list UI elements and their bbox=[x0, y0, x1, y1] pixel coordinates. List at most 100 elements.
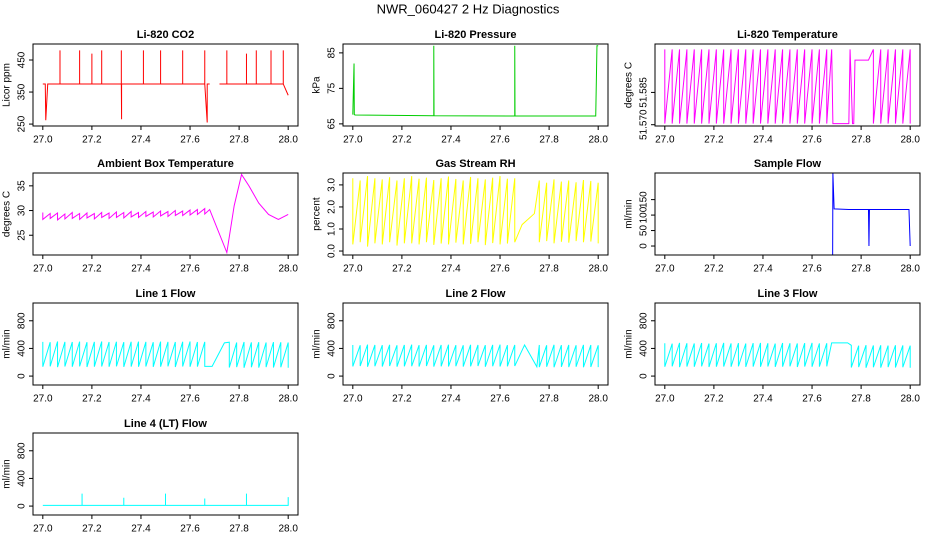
x-tick-label: 27.4 bbox=[131, 394, 151, 405]
x-tick-label: 27.0 bbox=[33, 264, 53, 275]
x-tick-label: 27.4 bbox=[441, 394, 461, 405]
y-tick-label: 150 bbox=[639, 191, 650, 208]
x-tick-label: 27.6 bbox=[802, 394, 822, 405]
x-tick-label: 27.0 bbox=[343, 135, 363, 146]
y-tick-label: 100 bbox=[639, 206, 650, 223]
panel: Sample Flow ml/min 27.0 27.2 27.4 27.6 27.8 28.… bbox=[624, 158, 921, 275]
y-tick-label: 3.0 bbox=[327, 178, 338, 192]
x-tick-label: 28.0 bbox=[900, 135, 920, 146]
y-tick-label: 350 bbox=[17, 83, 28, 100]
panel-title: Line 3 Flow bbox=[758, 288, 818, 300]
panel: Gas Stream RH percent 27.0 27.2 27.4 27.6 27.8… bbox=[312, 158, 609, 275]
x-tick-label: 27.2 bbox=[82, 524, 102, 535]
y-tick-label: 30 bbox=[17, 205, 28, 217]
panel-title: Li-820 CO2 bbox=[137, 29, 194, 41]
panel: Li-820 Pressure kPa 27.0 27.2 27.4 27.6 27.8 28… bbox=[312, 29, 609, 146]
plot-frame bbox=[654, 43, 921, 127]
x-tick-label: 27.6 bbox=[490, 135, 510, 146]
y-axis-label: ml/min bbox=[312, 329, 323, 358]
plot-frame bbox=[342, 43, 609, 127]
y-tick-label: 85 bbox=[327, 47, 338, 59]
y-axis-label: ml/min bbox=[2, 329, 13, 358]
x-tick-label: 27.0 bbox=[33, 135, 53, 146]
x-tick-label: 27.2 bbox=[392, 135, 412, 146]
x-tick-label: 28.0 bbox=[278, 524, 298, 535]
x-tick-label: 28.0 bbox=[588, 135, 608, 146]
x-tick-label: 27.8 bbox=[539, 394, 559, 405]
y-tick-label: 50 bbox=[639, 225, 650, 237]
data-line bbox=[352, 45, 599, 117]
y-tick-label: 0 bbox=[639, 243, 650, 249]
x-tick-label: 27.6 bbox=[180, 394, 200, 405]
y-tick-label: 0 bbox=[327, 373, 338, 379]
x-tick-label: 28.0 bbox=[278, 264, 298, 275]
x-tick-label: 27.6 bbox=[180, 264, 200, 275]
x-tick-label: 27.8 bbox=[851, 394, 871, 405]
y-tick-label: 250 bbox=[17, 115, 28, 132]
y-tick-label: 0 bbox=[17, 373, 28, 379]
x-tick-label: 27.8 bbox=[851, 264, 871, 275]
x-tick-label: 27.8 bbox=[229, 264, 249, 275]
y-tick-label: 2.0 bbox=[327, 200, 338, 214]
x-tick-label: 27.0 bbox=[655, 394, 675, 405]
plot-frame bbox=[32, 172, 299, 256]
data-line bbox=[664, 342, 911, 368]
x-tick-label: 27.4 bbox=[441, 135, 461, 146]
x-tick-label: 27.2 bbox=[704, 264, 724, 275]
panel: Li-820 CO2 Licor ppm 27.0 27.2 27.4 27.6 27.8 2… bbox=[2, 29, 299, 146]
y-tick-label: 0 bbox=[639, 373, 650, 379]
x-tick-label: 27.4 bbox=[753, 135, 773, 146]
x-tick-label: 27.8 bbox=[229, 394, 249, 405]
panel: Line 3 Flow ml/min 27.0 27.2 27.4 27.6 27.8 28.… bbox=[624, 288, 921, 405]
panel-title: Gas Stream RH bbox=[435, 158, 515, 170]
plot-frame bbox=[32, 432, 299, 516]
y-tick-label: 800 bbox=[327, 312, 338, 329]
x-tick-label: 27.2 bbox=[704, 135, 724, 146]
panel-title: Li-820 Pressure bbox=[435, 29, 517, 41]
y-tick-label: 35 bbox=[17, 180, 28, 192]
panel: Line 2 Flow ml/min 27.0 27.2 27.4 27.6 27.8 28.… bbox=[312, 288, 609, 405]
y-tick-label: 1.0 bbox=[327, 222, 338, 236]
x-tick-label: 27.8 bbox=[851, 135, 871, 146]
plot-frame bbox=[342, 172, 609, 256]
x-tick-label: 28.0 bbox=[900, 264, 920, 275]
y-tick-label: 0.0 bbox=[327, 244, 338, 258]
y-tick-label: 400 bbox=[17, 470, 28, 487]
x-tick-label: 27.0 bbox=[655, 135, 675, 146]
x-tick-label: 27.0 bbox=[33, 394, 53, 405]
main-title: NWR_060427 2 Hz Diagnostics bbox=[377, 1, 560, 16]
x-tick-label: 27.2 bbox=[392, 394, 412, 405]
x-tick-label: 27.2 bbox=[82, 394, 102, 405]
data-line bbox=[832, 173, 911, 255]
x-tick-label: 27.6 bbox=[490, 264, 510, 275]
x-tick-label: 27.4 bbox=[441, 264, 461, 275]
x-tick-label: 28.0 bbox=[278, 394, 298, 405]
panel-title: Line 1 Flow bbox=[136, 288, 196, 300]
y-tick-label: 400 bbox=[639, 340, 650, 357]
plot-frame bbox=[654, 172, 921, 256]
x-tick-label: 28.0 bbox=[278, 135, 298, 146]
y-axis-label: Licor ppm bbox=[2, 63, 13, 107]
x-tick-label: 27.8 bbox=[229, 524, 249, 535]
x-tick-label: 27.2 bbox=[82, 135, 102, 146]
data-line bbox=[352, 176, 599, 247]
x-tick-label: 27.0 bbox=[343, 394, 363, 405]
x-tick-label: 28.0 bbox=[588, 264, 608, 275]
y-tick-label: 0 bbox=[17, 503, 28, 509]
y-axis-label: percent bbox=[312, 197, 323, 231]
x-tick-label: 27.4 bbox=[753, 264, 773, 275]
panel: Ambient Box Temperature degrees C 27.0 27.2… bbox=[2, 158, 299, 275]
y-tick-label: 51.585 bbox=[639, 77, 650, 108]
x-tick-label: 28.0 bbox=[900, 394, 920, 405]
x-tick-label: 27.6 bbox=[490, 394, 510, 405]
y-tick-label: 75 bbox=[327, 82, 338, 94]
y-tick-label: 400 bbox=[327, 340, 338, 357]
y-tick-label: 400 bbox=[17, 340, 28, 357]
x-tick-label: 27.6 bbox=[802, 135, 822, 146]
panel-title: Li-820 Temperature bbox=[737, 29, 838, 41]
y-axis-label: degrees C bbox=[2, 191, 13, 237]
y-tick-label: 51.570 bbox=[639, 109, 650, 140]
panel: Line 4 (LT) Flow ml/min 27.0 27.2 27.4 27.6 27… bbox=[2, 418, 299, 535]
x-tick-label: 27.6 bbox=[180, 135, 200, 146]
